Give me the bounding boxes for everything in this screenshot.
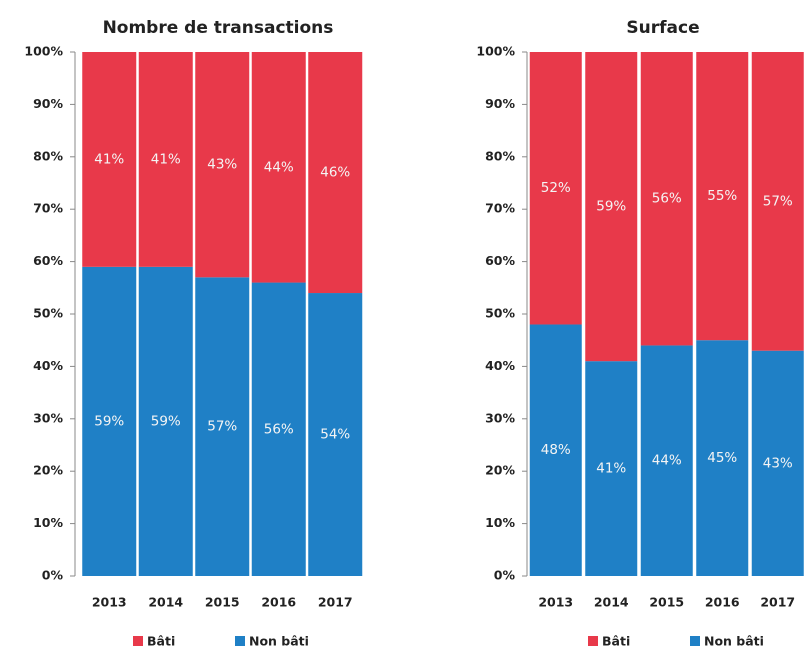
bar-segment xyxy=(251,282,306,576)
legend-swatch xyxy=(690,636,700,646)
bar-segment xyxy=(585,52,638,362)
data-label: 44% xyxy=(264,159,294,175)
bar-segment xyxy=(138,52,193,267)
y-tick-label: 30% xyxy=(33,410,63,425)
x-tick-label: 2013 xyxy=(538,595,573,610)
x-tick-label: 2014 xyxy=(148,595,183,610)
y-tick-label: 40% xyxy=(33,358,63,373)
y-tick-label: 10% xyxy=(33,515,63,530)
y-tick-label: 0% xyxy=(494,568,516,583)
y-tick-label: 90% xyxy=(33,96,63,111)
x-tick-label: 2016 xyxy=(705,595,740,610)
legend-swatch xyxy=(235,636,245,646)
bar-segment xyxy=(195,52,250,278)
x-tick-label: 2016 xyxy=(261,595,296,610)
legend-swatch xyxy=(133,636,143,646)
bar-segment xyxy=(529,324,582,576)
data-label: 55% xyxy=(707,188,737,204)
data-label: 56% xyxy=(264,421,294,437)
y-tick-label: 20% xyxy=(33,463,63,478)
bar-segment xyxy=(308,52,363,294)
bar-segment xyxy=(82,266,137,576)
data-label: 44% xyxy=(652,453,682,469)
y-tick-label: 100% xyxy=(24,44,63,59)
x-tick-label: 2015 xyxy=(649,595,684,610)
y-tick-label: 70% xyxy=(485,201,515,216)
chart-title: Surface xyxy=(626,18,699,38)
y-tick-label: 90% xyxy=(485,96,515,111)
bar-segment xyxy=(308,293,363,576)
bar-segment xyxy=(696,340,749,576)
data-label: 59% xyxy=(596,199,626,215)
data-label: 52% xyxy=(541,180,571,196)
bar-segment xyxy=(751,350,804,576)
bar-segment xyxy=(585,361,638,576)
bar-segment xyxy=(529,52,582,325)
data-label: 57% xyxy=(207,419,237,435)
y-tick-label: 60% xyxy=(33,253,63,268)
bar-segment xyxy=(195,277,250,576)
y-tick-label: 20% xyxy=(485,463,515,478)
chart-title: Nombre de transactions xyxy=(103,18,334,38)
data-label: 56% xyxy=(652,191,682,207)
data-label: 41% xyxy=(94,151,124,167)
y-tick-label: 70% xyxy=(33,201,63,216)
y-tick-label: 50% xyxy=(33,306,63,321)
y-tick-label: 100% xyxy=(476,44,515,59)
data-label: 43% xyxy=(207,157,237,173)
data-label: 59% xyxy=(94,413,124,429)
x-tick-label: 2014 xyxy=(594,595,629,610)
bar-segment xyxy=(251,52,306,283)
y-tick-label: 10% xyxy=(485,515,515,530)
y-tick-label: 30% xyxy=(485,410,515,425)
bar-segment xyxy=(82,52,137,267)
bar-segment xyxy=(696,52,749,341)
data-label: 41% xyxy=(596,461,626,477)
data-label: 41% xyxy=(151,151,181,167)
data-label: 54% xyxy=(320,427,350,443)
y-tick-label: 40% xyxy=(485,358,515,373)
x-tick-label: 2015 xyxy=(205,595,240,610)
y-tick-label: 0% xyxy=(42,568,64,583)
y-tick-label: 60% xyxy=(485,253,515,268)
data-label: 48% xyxy=(541,442,571,458)
x-tick-label: 2017 xyxy=(760,595,795,610)
y-tick-label: 50% xyxy=(485,306,515,321)
bar-segment xyxy=(138,266,193,576)
legend-label: Non bâti xyxy=(704,634,764,649)
data-label: 45% xyxy=(707,450,737,466)
y-tick-label: 80% xyxy=(33,148,63,163)
bar-segment xyxy=(640,52,693,346)
x-tick-label: 2013 xyxy=(92,595,127,610)
x-tick-label: 2017 xyxy=(318,595,353,610)
legend-label: Bâti xyxy=(602,634,630,649)
data-label: 57% xyxy=(763,193,793,209)
legend-swatch xyxy=(588,636,598,646)
bar-segment xyxy=(751,52,804,351)
y-tick-label: 80% xyxy=(485,148,515,163)
legend-label: Non bâti xyxy=(249,634,309,649)
data-label: 46% xyxy=(320,165,350,181)
legend-label: Bâti xyxy=(147,634,175,649)
data-label: 43% xyxy=(763,455,793,471)
bar-segment xyxy=(640,345,693,576)
data-label: 59% xyxy=(151,413,181,429)
